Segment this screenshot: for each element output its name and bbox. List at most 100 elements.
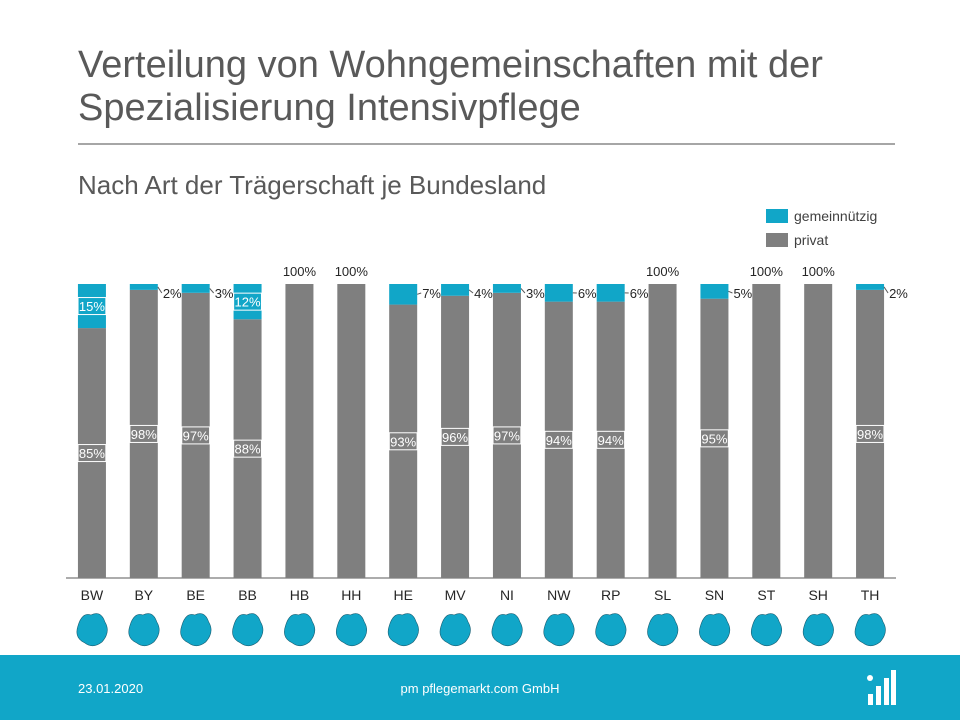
state-map-icon-he	[387, 613, 419, 647]
bar-privat-st	[752, 284, 781, 578]
state-map-icon-th	[854, 613, 886, 647]
tick-label-sn: SN	[705, 587, 724, 603]
tick-label-by: BY	[134, 587, 153, 603]
tick-label-mv: MV	[445, 587, 467, 603]
label-gemeinnuetzig-box-bw	[78, 298, 106, 315]
tick-label-rp: RP	[601, 587, 620, 603]
tick-label-nw: NW	[547, 587, 571, 603]
state-map-icon-bb	[232, 613, 264, 647]
bar-gemeinnuetzig-sn	[700, 284, 729, 299]
label-gemeinnuetzig-he: 7%	[422, 286, 441, 301]
footer-date: 23.01.2020	[78, 681, 144, 696]
label-total-st: 100%	[750, 264, 784, 279]
label-gemeinnuetzig-bw: 15%	[79, 299, 105, 314]
tick-label-th: TH	[861, 587, 880, 603]
tick-label-he: HE	[393, 587, 412, 603]
leader-gemeinnuetzig-be	[209, 288, 215, 294]
label-privat-mv: 96%	[442, 430, 468, 445]
label-total-hh: 100%	[335, 264, 369, 279]
legend-swatch-gemeinnuetzig	[766, 209, 788, 223]
leader-gemeinnuetzig-mv	[468, 289, 474, 294]
bar-gemeinnuetzig-be	[181, 284, 210, 293]
state-map-icon-sn	[699, 613, 731, 647]
tick-label-bw: BW	[81, 587, 104, 603]
bar-gemeinnuetzig-th	[856, 284, 885, 290]
state-map-icon-sl	[647, 613, 679, 647]
label-privat-be: 97%	[183, 428, 209, 443]
leader-gemeinnuetzig-ni	[520, 288, 526, 294]
state-map-icon-mv	[439, 613, 471, 647]
label-privat-box-be	[182, 427, 210, 444]
tick-label-sh: SH	[808, 587, 827, 603]
label-privat-rp: 94%	[598, 433, 624, 448]
slide-title: Verteilung von Wohngemeinschaften mit de…	[78, 44, 823, 129]
label-privat-he: 93%	[390, 434, 416, 449]
label-privat-box-th	[856, 425, 884, 442]
bar-gemeinnuetzig-mv	[441, 284, 470, 296]
label-gemeinnuetzig-be: 3%	[215, 286, 234, 301]
label-gemeinnuetzig-ni: 3%	[526, 286, 545, 301]
label-total-sh: 100%	[802, 264, 836, 279]
label-privat-th: 98%	[857, 427, 883, 442]
label-privat-box-bb	[234, 440, 261, 457]
state-map-icon-st	[750, 613, 783, 647]
state-map-icon-rp	[595, 613, 627, 647]
bar-privat-hh	[337, 284, 366, 578]
footer-company: pm pflegemarkt.com GmbH	[400, 681, 560, 696]
label-gemeinnuetzig-nw: 6%	[578, 286, 597, 301]
label-gemeinnuetzig-th: 2%	[889, 286, 908, 301]
state-map-icon-hb	[284, 613, 316, 647]
label-privat-nw: 94%	[546, 433, 572, 448]
state-map-icon-hh	[335, 613, 368, 647]
label-gemeinnuetzig-by: 2%	[163, 286, 182, 301]
chart-legend: gemeinnützig privat	[766, 204, 877, 252]
tick-label-be: BE	[186, 587, 205, 603]
tick-label-st: ST	[757, 587, 775, 603]
label-gemeinnuetzig-bb: 12%	[235, 295, 261, 310]
label-privat-box-nw	[545, 431, 573, 448]
label-gemeinnuetzig-mv: 4%	[474, 286, 493, 301]
label-privat-box-he	[389, 433, 417, 450]
bar-privat-hb	[285, 284, 314, 578]
bar-gemeinnuetzig-nw	[544, 284, 573, 302]
label-privat-box-bw	[78, 445, 106, 462]
label-privat-sn: 95%	[701, 431, 727, 446]
bar-gemeinnuetzig-he	[389, 284, 418, 305]
title-divider	[78, 143, 895, 145]
leader-gemeinnuetzig-sn	[728, 290, 733, 294]
legend-item-gemeinnuetzig: gemeinnützig	[766, 204, 877, 228]
legend-label-privat: privat	[794, 232, 829, 248]
label-total-hb: 100%	[283, 264, 317, 279]
state-map-icon-nw	[543, 613, 575, 647]
bar-gemeinnuetzig-rp	[596, 284, 625, 302]
state-map-icon-ni	[491, 613, 523, 647]
label-privat-box-rp	[597, 431, 625, 448]
tick-label-ni: NI	[500, 587, 514, 603]
bar-gemeinnuetzig-by	[129, 284, 158, 290]
label-gemeinnuetzig-sn: 5%	[733, 286, 752, 301]
legend-label-gemeinnuetzig: gemeinnützig	[794, 208, 878, 224]
footer-bar: 23.01.2020 pm pflegemarkt.com GmbH	[0, 655, 960, 720]
state-map-icon-by	[128, 613, 160, 647]
legend-item-privat: privat	[766, 228, 877, 252]
state-map-icon-sh	[802, 613, 834, 647]
bar-privat-sl	[648, 284, 677, 578]
label-privat-box-by	[130, 425, 158, 442]
label-privat-bb: 88%	[235, 442, 261, 457]
label-gemeinnuetzig-box-bb	[234, 293, 261, 310]
label-privat-ni: 97%	[494, 428, 520, 443]
tick-label-sl: SL	[654, 587, 671, 603]
state-map-icon-be	[180, 613, 212, 647]
slide-subtitle: Nach Art der Trägerschaft je Bundesland	[78, 170, 547, 200]
tick-label-hh: HH	[341, 587, 361, 603]
leader-gemeinnuetzig-he	[417, 292, 422, 295]
bar-gemeinnuetzig-ni	[492, 284, 521, 293]
label-gemeinnuetzig-rp: 6%	[630, 286, 649, 301]
label-total-sl: 100%	[646, 264, 680, 279]
leader-gemeinnuetzig-th	[883, 286, 889, 294]
label-privat-box-sn	[701, 430, 728, 447]
leader-gemeinnuetzig-by	[157, 286, 163, 294]
label-privat-box-ni	[493, 427, 521, 444]
label-privat-bw: 85%	[79, 446, 105, 461]
